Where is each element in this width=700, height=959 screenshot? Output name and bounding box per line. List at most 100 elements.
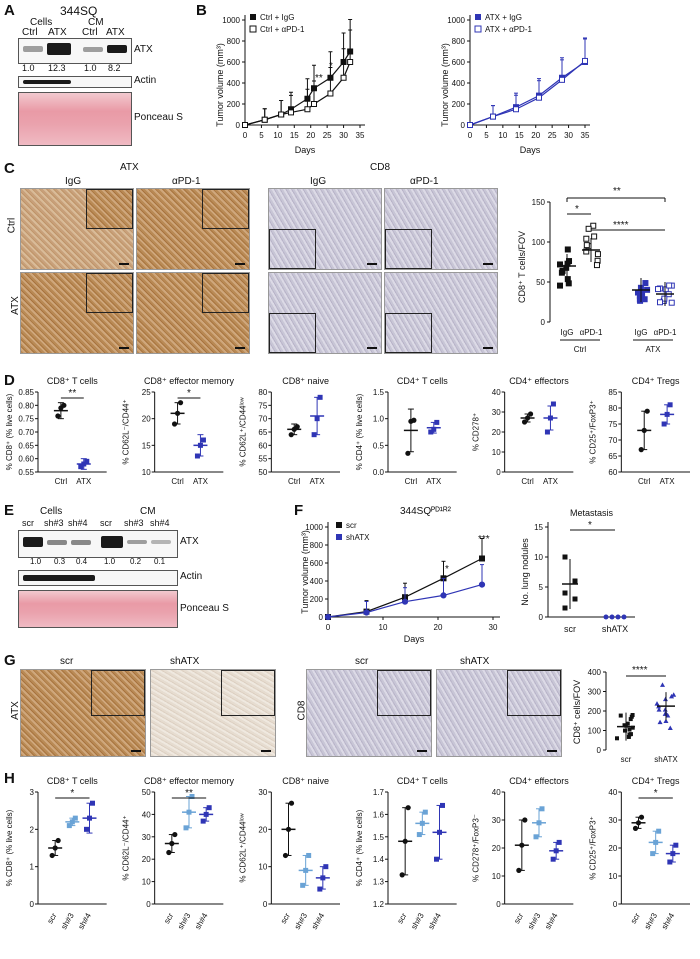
f-star-1: *	[445, 564, 449, 575]
group-cm: CM	[88, 17, 104, 28]
y-tick-label: 1000	[305, 523, 323, 532]
data-point	[516, 867, 522, 873]
data-point	[533, 834, 539, 840]
y-tick-label: 50	[258, 468, 267, 477]
f-right-x-scr: scr	[564, 624, 576, 634]
f-legend-marker-scr	[336, 522, 342, 528]
sub-plot-title: CD8⁺ naive	[282, 776, 329, 786]
x-label: ATX	[660, 477, 676, 486]
y-tick-label: 65	[258, 428, 267, 437]
data-point	[177, 400, 184, 406]
y-tick-label: 0.80	[18, 401, 34, 410]
data-point	[558, 269, 565, 276]
g-plot-ylabel: CD8⁺ cells/FOV	[572, 680, 582, 744]
series-line	[469, 60, 586, 126]
c-star-2: **	[613, 186, 621, 197]
g-col-shatx-1: shATX	[170, 656, 200, 667]
y-tick-label: 0	[613, 900, 618, 909]
y-tick-label: 20	[492, 428, 501, 437]
c-group-atx: ATX	[646, 345, 662, 354]
x-tick-label: 5	[259, 131, 264, 140]
sub-plot-ylabel: % CD62L⁻/CD44⁺	[122, 399, 131, 464]
data-point	[609, 614, 615, 620]
data-point	[282, 852, 289, 859]
c-x-igg-1: IgG	[561, 328, 574, 337]
y-tick-label: 400	[310, 577, 324, 586]
y-tick-label: 15	[534, 523, 543, 532]
legend-marker-ctrl-igg	[250, 14, 256, 20]
x-tick-label: 30	[489, 623, 498, 632]
y-tick-label: 1.5	[373, 833, 385, 842]
x-label: scr	[162, 911, 175, 925]
data-point	[547, 415, 553, 421]
e-lane-4: scr	[100, 518, 112, 528]
sub-plot-ylabel: % CD62L⁺/CD44ˡᵒʷ	[238, 397, 247, 466]
data-point	[288, 432, 294, 438]
x-tick-label: 10	[379, 623, 388, 632]
y-tick-label: 1	[30, 863, 35, 872]
x-label: sh#3	[409, 911, 426, 931]
sub-plot-ylabel: % CD4⁺ (% live cells)	[355, 809, 364, 886]
significance-star: *	[187, 388, 191, 399]
g-x-shatx: shATX	[654, 755, 678, 764]
lane-atx: ATX	[48, 27, 67, 38]
data-point	[585, 225, 592, 232]
f-left-xlabel: Days	[404, 634, 425, 644]
y-tick-label: 0	[541, 318, 546, 327]
sub-plot: CD4⁺ effectors % CD278⁺ 0 10 20 30 40 Ctrl ATX	[472, 376, 574, 486]
c-row-ctrl: Ctrl	[6, 217, 18, 234]
c-x-apd1-2: αPD-1	[654, 328, 677, 337]
x-label: sh#4	[193, 911, 210, 931]
x-tick-label: 15	[515, 131, 524, 140]
sub-plot: CD8⁺ naive % CD62L⁺/CD44ˡᵒʷ 50 55 60 65 70 75 80…	[238, 376, 340, 486]
data-point	[524, 415, 531, 421]
x-label: sh#3	[293, 911, 310, 931]
data-point	[440, 592, 447, 599]
x-label: scr	[279, 911, 292, 925]
y-tick-label: 40	[492, 388, 501, 397]
x-label: Ctrl	[405, 477, 418, 486]
panel-label-f: F	[294, 502, 304, 519]
y-tick-label: 100	[532, 238, 546, 247]
data-point	[84, 458, 90, 464]
panel-g-plot: CD8⁺ cells/FOV 0 100 200 300 400 **** scr sh…	[572, 665, 678, 764]
data-point	[641, 427, 647, 433]
data-point	[625, 721, 630, 726]
f-star-2: ***	[478, 534, 490, 545]
y-tick-label: 50	[142, 788, 151, 797]
x-tick-label: 35	[581, 131, 590, 140]
e-quant-4: 1.0	[104, 557, 116, 566]
y-tick-label: 800	[452, 37, 466, 46]
y-tick-label: 600	[452, 58, 466, 67]
data-point	[69, 819, 75, 825]
data-point	[630, 713, 635, 718]
ihc-cd8-atx-apd1	[384, 272, 498, 354]
panel-d-plots: CD8⁺ T cells % CD8⁺ (% live cells) 0.55 0.6…	[5, 376, 690, 486]
sub-plot: CD4⁺ Tregs % CD25⁺/FoxP3⁺ 0 10 20 30 40 scr sh#3…	[588, 776, 690, 931]
e-row-ponceau: Ponceau S	[180, 603, 229, 614]
y-tick-label: 1000	[447, 16, 465, 25]
legend-marker-atx-igg	[475, 14, 481, 20]
sub-plot: CD8⁺ naive % CD62L⁺/CD44ˡᵒʷ 0 10 20 30 scr sh#3…	[238, 776, 340, 931]
ihc-atx-ctrl-igg	[20, 188, 134, 270]
ponceau-stain	[18, 92, 132, 146]
y-tick-label: 600	[227, 58, 241, 67]
y-tick-label: 400	[588, 668, 602, 677]
y-tick-label: 65	[608, 452, 617, 461]
data-point	[428, 429, 434, 435]
data-point	[324, 613, 332, 621]
y-tick-label: 1000	[222, 16, 240, 25]
y-tick-label: 1.2	[373, 900, 385, 909]
y-tick-label: 800	[227, 37, 241, 46]
data-point	[479, 555, 485, 562]
series-line	[469, 61, 586, 126]
y-tick-label: 30	[142, 833, 151, 842]
data-point	[294, 424, 300, 430]
x-tick-label: 20	[434, 623, 443, 632]
data-point	[303, 867, 309, 873]
data-point	[593, 262, 600, 269]
y-tick-label: 40	[142, 810, 151, 819]
legend-marker-atx-apd1	[474, 25, 482, 33]
b-star-1: **	[315, 73, 323, 84]
e-lane-5: sh#3	[124, 518, 144, 528]
